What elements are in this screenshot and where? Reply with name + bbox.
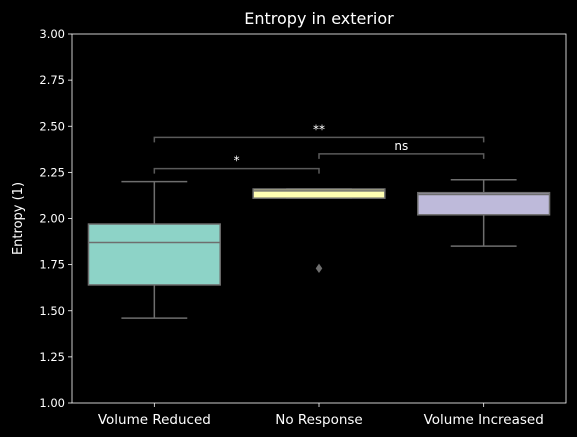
axes-frame	[71, 33, 567, 404]
y-tick-label: 1.50	[39, 304, 65, 318]
box-0	[87, 223, 221, 286]
outlier-point	[315, 263, 323, 274]
x-tick-label: Volume Reduced	[98, 412, 211, 428]
significance-label: *	[234, 154, 240, 168]
y-axis-label: Entropy (1)	[11, 182, 26, 255]
significance-label: **	[313, 122, 325, 136]
x-tick-label: Volume Increased	[424, 412, 544, 428]
y-tick-label: 1.75	[39, 258, 65, 272]
y-tick-label: 3.00	[39, 27, 65, 41]
y-tick-label: 2.25	[39, 165, 65, 179]
significance-label: ns	[394, 139, 408, 153]
y-tick-label: 1.25	[39, 350, 65, 364]
box-2	[417, 191, 551, 216]
significance-bracket	[153, 136, 485, 143]
y-tick-label: 2.00	[39, 212, 65, 226]
plot-area: 1.00 1.25 1.50 1.75 2.00 2.25 2.50 2.75 3.00 Volu…	[39, 27, 567, 428]
y-tick-label: 2.75	[39, 73, 65, 87]
chart-title: Entropy in exterior	[244, 9, 394, 28]
significance-bracket	[153, 167, 320, 174]
y-tick-label: 1.00	[39, 396, 65, 410]
box-1	[252, 188, 386, 199]
significance-bracket	[318, 153, 485, 159]
y-tick-label: 2.50	[39, 119, 65, 133]
x-tick-label: No Response	[275, 412, 363, 428]
